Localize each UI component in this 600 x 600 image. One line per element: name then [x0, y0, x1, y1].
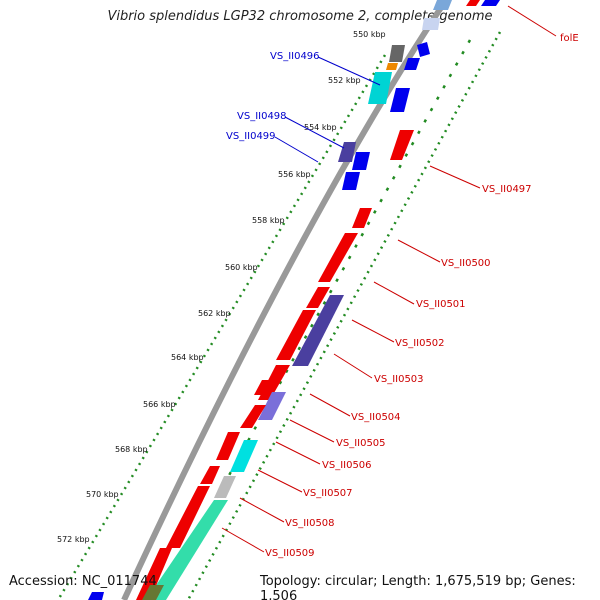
gene-red-0503 [276, 310, 316, 360]
leader-VS_II0506 [275, 441, 321, 465]
gc-ring-outer-left [56, 54, 387, 600]
leader-VS_II0500 [397, 239, 441, 263]
label-VS_II0496[interactable]: VS_II0496 [270, 51, 320, 62]
leader-VS_II0505 [289, 419, 335, 443]
leader-VS_II0504 [309, 393, 351, 417]
leader-VS_II0507 [257, 469, 303, 493]
tick-label-560: 560 kbp [225, 263, 258, 272]
gene-green-0509 [146, 500, 228, 600]
accession-text: Accession: NC_011744 [9, 574, 157, 589]
genome-summary-text: Topology: circular; Length: 1,675,519 bp… [260, 574, 576, 600]
gene-red-0505 [240, 405, 266, 428]
leader-VS_II0503 [333, 353, 373, 379]
label-folE[interactable]: folE [560, 33, 579, 44]
gene-red-0509 [166, 486, 210, 548]
gene-red-0506 [216, 432, 240, 460]
label-VS_II0502[interactable]: VS_II0502 [395, 338, 445, 349]
gene-blue-552 [390, 88, 410, 112]
label-VS_II0498[interactable]: VS_II0498 [237, 111, 287, 122]
gene-red-0502a [306, 287, 330, 308]
gene-orange-550 [386, 63, 398, 70]
gene-grey-550 [389, 45, 405, 62]
leader-VS_II0501 [373, 281, 415, 305]
label-VS_II0505[interactable]: VS_II0505 [336, 438, 386, 449]
leader-VS_II0509 [221, 527, 265, 553]
tick-label-552: 552 kbp [328, 76, 361, 85]
label-VS_II0504[interactable]: VS_II0504 [351, 412, 401, 423]
label-VS_II0499[interactable]: VS_II0499 [226, 131, 276, 142]
tick-label-550: 550 kbp [353, 30, 386, 39]
label-VS_II0509[interactable]: VS_II0509 [265, 548, 315, 559]
leader-VS_II0508 [239, 497, 285, 523]
gene-top-red [466, 0, 480, 6]
label-VS_II0501[interactable]: VS_II0501 [416, 299, 466, 310]
gene-olive-bottom [142, 585, 164, 600]
leader-folE [507, 5, 557, 37]
tick-label-562: 562 kbp [198, 309, 231, 318]
gene-red-0500 [352, 208, 372, 228]
tick-label-554: 554 kbp [304, 123, 337, 132]
gene-red-0508 [200, 466, 220, 484]
tick-label-564: 564 kbp [171, 353, 204, 362]
label-VS_II0503[interactable]: VS_II0503 [374, 374, 424, 385]
leader-VS_II0499 [274, 136, 319, 163]
tick-label-572: 572 kbp [57, 535, 90, 544]
gene-grey-0508 [214, 476, 236, 498]
chromosome-backbone [121, 0, 449, 600]
gene-top-lightblue [433, 0, 452, 10]
gene-red-0497 [390, 130, 414, 160]
gene-blue-550b [404, 58, 420, 70]
gene-blue-0499 [352, 152, 370, 170]
map-title: Vibrio splendidus LGP32 chromosome 2, co… [107, 9, 493, 24]
label-VS_II0507[interactable]: VS_II0507 [303, 488, 353, 499]
label-VS_II0500[interactable]: VS_II0500 [441, 258, 491, 269]
gene-purple-0498 [338, 142, 356, 162]
tick-label-556: 556 kbp [278, 170, 311, 179]
gene-red-0501 [318, 233, 358, 282]
gene-violet-0505 [258, 392, 286, 420]
gene-cyan-552 [368, 72, 392, 104]
gc-ring-outer-right [186, 31, 502, 600]
label-VS_II0506[interactable]: VS_II0506 [322, 460, 372, 471]
label-VS_II0508[interactable]: VS_II0508 [285, 518, 335, 529]
leader-VS_II0498 [284, 116, 345, 149]
gene-cyan-0507 [230, 440, 258, 472]
gene-blue-556 [342, 172, 360, 190]
leader-VS_II0496 [317, 56, 381, 86]
tick-label-570: 570 kbp [86, 490, 119, 499]
tick-label-566: 566 kbp [143, 400, 176, 409]
gene-blue-550a [417, 42, 430, 57]
tick-label-558: 558 kbp [252, 216, 285, 225]
leader-VS_II0497 [429, 165, 481, 189]
leader-VS_II0502 [351, 319, 395, 343]
gene-top-blue [481, 0, 500, 6]
tick-label-568: 568 kbp [115, 445, 148, 454]
gene-purple-0502 [292, 295, 344, 366]
gene-top-pale [422, 18, 440, 30]
gene-red-0504b [254, 380, 276, 395]
label-VS_II0497[interactable]: VS_II0497 [482, 184, 532, 195]
gene-red-0510 [136, 548, 172, 600]
gene-blue-bottom [88, 592, 104, 600]
